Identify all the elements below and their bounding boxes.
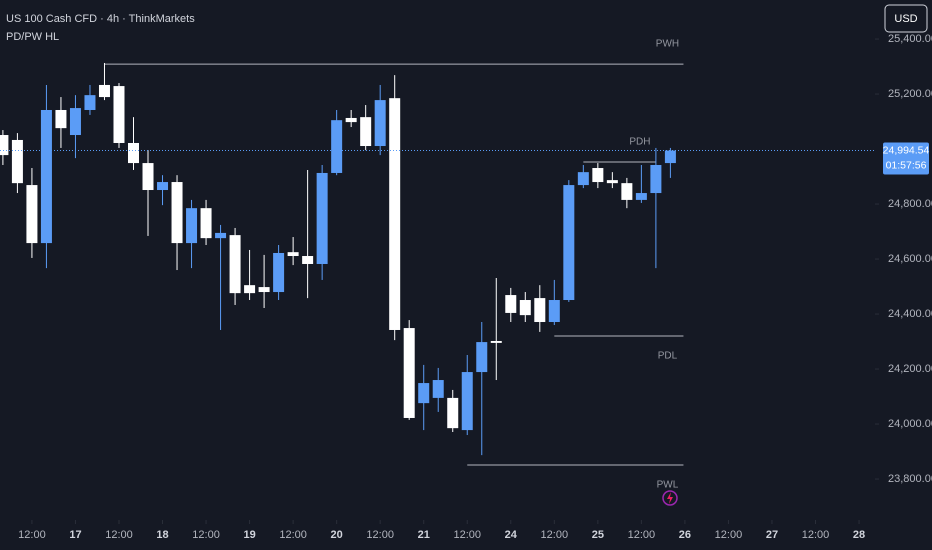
candle-body	[418, 383, 430, 404]
y-tick-label: 24,400.00	[888, 308, 932, 320]
candle-body	[490, 340, 502, 343]
candle-body	[0, 135, 9, 156]
candle-body	[229, 235, 241, 294]
x-tick-label: 12:00	[18, 529, 46, 541]
candle-body	[55, 109, 67, 129]
price-tag	[883, 142, 929, 175]
countdown: 01:57:56	[886, 159, 927, 171]
level-label: PWL	[657, 480, 679, 491]
candle-body	[664, 150, 676, 164]
x-tick-label: 24	[505, 529, 518, 541]
x-tick-label: 17	[69, 529, 81, 541]
candle-body	[84, 95, 96, 110]
x-tick-label: 21	[418, 529, 430, 541]
candle-body	[461, 372, 473, 431]
y-tick-label: 24,000.00	[888, 418, 932, 430]
candle-body	[621, 183, 633, 200]
candle-body	[592, 168, 604, 183]
candle-body	[258, 287, 270, 293]
x-tick-label: 12:00	[105, 529, 133, 541]
x-tick-label: 12:00	[453, 529, 481, 541]
y-tick-label: 25,200.00	[888, 88, 932, 100]
candle-body	[244, 285, 256, 294]
x-tick-label: 18	[156, 529, 168, 541]
candle-body	[403, 328, 415, 418]
candle-body	[476, 342, 488, 373]
x-tick-label: 19	[243, 529, 255, 541]
candle-body	[432, 380, 444, 398]
y-tick-label: 24,800.00	[888, 198, 932, 210]
candle-body	[331, 120, 343, 173]
candle-body	[650, 164, 662, 194]
candle-body	[127, 142, 139, 164]
price-tag-label: 24,994.54	[883, 144, 930, 156]
x-tick-label: 12:00	[715, 529, 743, 541]
event-bolt	[667, 492, 673, 504]
candle-body	[157, 182, 169, 191]
candle-body	[69, 108, 81, 136]
level-label: PDL	[658, 351, 678, 362]
x-tick-label: 12:00	[192, 529, 220, 541]
candle-body	[345, 117, 357, 123]
candle-body	[577, 172, 589, 186]
candle-body	[98, 84, 110, 98]
candles	[0, 62, 676, 456]
candle-body	[563, 185, 575, 301]
level-label: PWH	[656, 39, 679, 50]
y-tick-label: 24,600.00	[888, 253, 932, 265]
candle-body	[40, 109, 52, 244]
x-tick-label: 12:00	[279, 529, 307, 541]
y-tick-label: 24,200.00	[888, 363, 932, 375]
level-label: PDH	[629, 137, 650, 148]
candle-body	[11, 139, 23, 184]
x-tick-label: 26	[679, 529, 691, 541]
candle-body	[606, 180, 618, 184]
candle-body	[635, 193, 647, 200]
axes: 23,800.00 24,000.00 24,200.00 24,400.00 24,6…	[0, 33, 932, 541]
x-tick-label: 28	[853, 529, 865, 541]
chart-title: US 100 Cash CFD · 4h · ThinkMarkets	[6, 13, 195, 25]
indicator-label: PD/PW HL	[6, 31, 59, 43]
candle-body	[316, 172, 328, 264]
currency-button-label[interactable]: USD	[894, 13, 917, 25]
candle-body	[505, 295, 517, 313]
x-tick-label: 12:00	[366, 529, 394, 541]
levels: PWH PDH PDL PWL	[104, 39, 684, 491]
y-tick-label: 25,400.00	[888, 33, 932, 45]
x-tick-label: 25	[592, 529, 604, 541]
candle-body	[360, 117, 372, 147]
x-tick-label: 27	[766, 529, 778, 541]
candle-body	[519, 300, 531, 316]
candle-body	[113, 86, 125, 143]
candle-body	[171, 182, 183, 244]
x-tick-label: 12:00	[628, 529, 656, 541]
candle-body	[142, 163, 154, 191]
candle-body	[374, 100, 386, 147]
y-tick-label: 23,800.00	[888, 473, 932, 485]
event-icon[interactable]	[662, 490, 678, 506]
candle-body	[534, 298, 546, 323]
candle-body	[200, 208, 212, 239]
candle-body	[447, 397, 459, 429]
candle-body	[215, 232, 227, 239]
x-tick-label: 12:00	[802, 529, 830, 541]
candle-body	[548, 300, 560, 323]
candle-body	[186, 208, 198, 244]
currency-button[interactable]	[884, 4, 928, 33]
x-tick-label: 20	[331, 529, 343, 541]
candle-body	[26, 185, 38, 244]
candle-body	[302, 256, 314, 264]
candle-body	[287, 252, 299, 257]
candle-body	[273, 252, 285, 293]
x-tick-label: 12:00	[541, 529, 569, 541]
candle-body	[389, 98, 401, 330]
